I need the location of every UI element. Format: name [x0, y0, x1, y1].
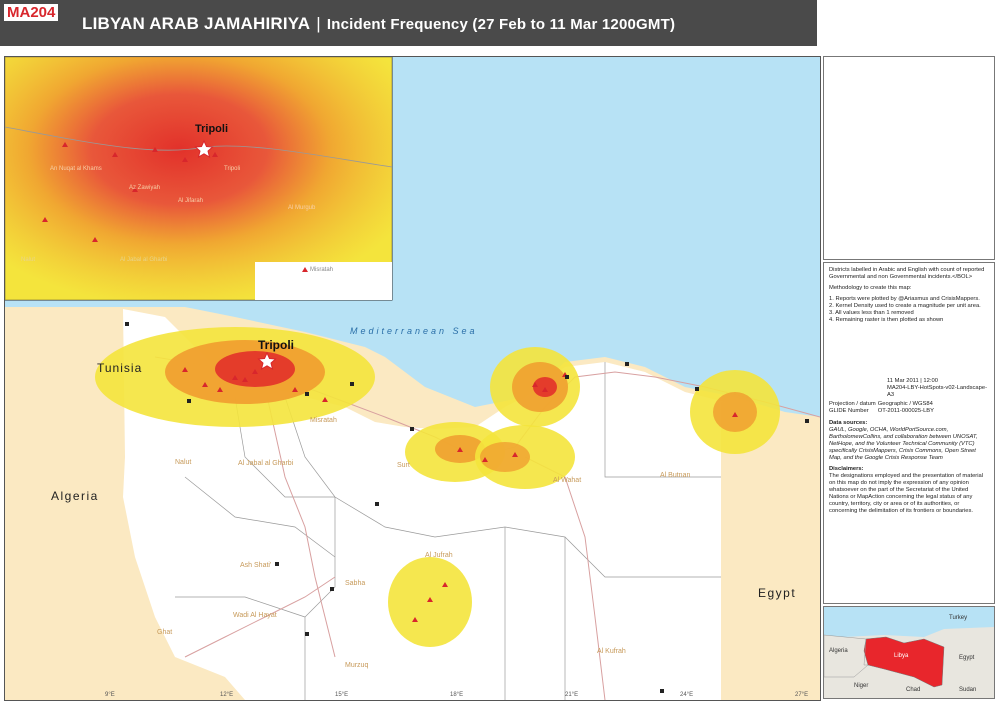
lon-label-24: 24°E	[680, 692, 693, 698]
region-label-nalut: Nalut	[175, 459, 191, 466]
inset-label-zawiyah: Az Zawiyah	[129, 185, 160, 191]
sources-title: Data sources:	[829, 420, 868, 426]
method-step-2: 2. Kernel Density used to create a magni…	[829, 303, 981, 309]
inset-tripoli-label: Tripoli	[195, 123, 228, 135]
tripoli-star-icon	[257, 351, 277, 371]
inset-label-murgub: Al Murgub	[288, 205, 316, 211]
district-boundaries	[175, 362, 721, 700]
projection-value: Geographic / WGS84	[877, 401, 933, 407]
tripoli-label: Tripoli	[258, 338, 294, 352]
method-step-4: 4. Remaining raster is then plotted as s…	[829, 317, 944, 323]
lon-label-21: 21°E	[565, 692, 578, 698]
country-label-algeria: Algeria	[51, 489, 99, 503]
metadata-table: Projection / datum Geographic / WGS84 GLI…	[829, 401, 936, 415]
lon-label-12: 12°E	[220, 692, 233, 698]
region-label-butnan: Al Butnan	[660, 472, 690, 479]
town-markers	[125, 322, 809, 693]
map-code-badge: MA204	[4, 4, 59, 21]
map-id: MA204-LBY-HotSpots-v02-Landscape-A3	[887, 385, 987, 398]
region-label-ghat: Ghat	[157, 629, 172, 636]
lon-label-18: 18°E	[450, 692, 463, 698]
map-title-country: LIBYAN ARAB JAMAHIRIYA	[82, 14, 311, 33]
region-label-kufrah: Al Kufrah	[597, 648, 626, 655]
locator-label-egypt: Egypt	[959, 655, 975, 661]
inset-label-jifarah: Al Jifarah	[178, 198, 203, 204]
legend-box	[823, 56, 995, 260]
glide-label: GLIDE Number	[829, 408, 869, 414]
locator-label-sudan: Sudan	[959, 687, 976, 693]
sea-label: Mediterranean Sea	[350, 326, 478, 336]
map-subtitle: Incident Frequency (27 Feb to 11 Mar 120…	[326, 16, 676, 33]
info-box: Districts labelled in Arabic and English…	[823, 262, 995, 604]
projection-label: Projection / datum	[829, 401, 876, 407]
incident-markers	[182, 367, 738, 622]
sources-text: GAUL, Google, OCHA, WorldPortSource.com,…	[829, 427, 978, 461]
locator-canvas: Turkey Algeria Egypt Libya Niger Chad Su…	[824, 607, 994, 698]
method-title: Methodology to create this map:	[829, 285, 912, 291]
mediterranean-sea	[5, 57, 820, 417]
region-label-misratah: Misratah	[310, 417, 337, 424]
title-separator: |	[316, 14, 321, 33]
disclaimer-text: The designations employed and the presen…	[829, 473, 984, 514]
main-map[interactable]: Mediterranean Sea Tunisia Algeria Egypt …	[4, 56, 821, 701]
country-label-egypt: Egypt	[758, 586, 796, 600]
lon-label-9: 9°E	[105, 692, 115, 698]
locator-label-turkey: Turkey	[949, 615, 967, 621]
region-label-shati: Ash Shati'	[240, 562, 271, 569]
region-label-jabal: Al Jabal al Gharbi	[238, 460, 294, 467]
lon-label-15: 15°E	[335, 692, 348, 698]
locator-label-algeria: Algeria	[829, 648, 848, 654]
region-label-hayat: Wadi Al Hayat	[233, 612, 277, 619]
lon-label-27: 27°E	[795, 692, 808, 698]
inset-label-nalut: Nalut	[21, 257, 35, 263]
inset-label-misratah: Misratah	[310, 267, 333, 273]
inset-tripoli-star-icon	[194, 139, 214, 159]
method-step-3: 3. All values less than 1 removed	[829, 310, 914, 316]
locator-map: Turkey Algeria Egypt Libya Niger Chad Su…	[823, 606, 995, 699]
side-panel: Districts labelled in Arabic and English…	[823, 56, 995, 699]
inset-label-nuqat: An Nuqat al Khams	[50, 166, 102, 172]
glide-value: OT-2011-000025-LBY	[877, 408, 935, 414]
egypt-land	[721, 402, 820, 700]
map-canvas[interactable]: Mediterranean Sea Tunisia Algeria Egypt …	[5, 57, 820, 700]
disclaimer-title: Disclaimers:	[829, 466, 864, 472]
title-bar: MA204 LIBYAN ARAB JAMAHIRIYA | Incident Fr…	[0, 0, 817, 46]
map-date: 11 Mar 2011 | 12:00	[887, 378, 938, 384]
inset-label-tripoli: Tripoli	[224, 166, 240, 172]
method-step-1: 1. Reports were plotted by @Ariasmus and…	[829, 296, 980, 302]
region-label-surt: Surt	[397, 462, 410, 469]
region-label-jufrah: Al Jufrah	[425, 552, 453, 559]
locator-label-chad: Chad	[906, 687, 920, 693]
locator-label-niger: Niger	[854, 683, 868, 689]
locator-label-libya: Libya	[894, 653, 909, 659]
region-label-murzuq: Murzuq	[345, 662, 368, 669]
tripoli-inset[interactable]: Tripoli An Nuqat al Khams Az Zawiyah Al …	[5, 57, 393, 301]
region-label-wahat: Al Wahat	[553, 477, 581, 484]
inset-label-jabal: Al Jabal al Gharbi	[120, 257, 167, 263]
info-intro: Districts labelled in Arabic and English…	[829, 267, 985, 280]
country-label-tunisia: Tunisia	[97, 361, 142, 375]
map-title: LIBYAN ARAB JAMAHIRIYA | Incident Frequenc…	[82, 14, 675, 34]
region-label-sabha: Sabha	[345, 580, 365, 587]
